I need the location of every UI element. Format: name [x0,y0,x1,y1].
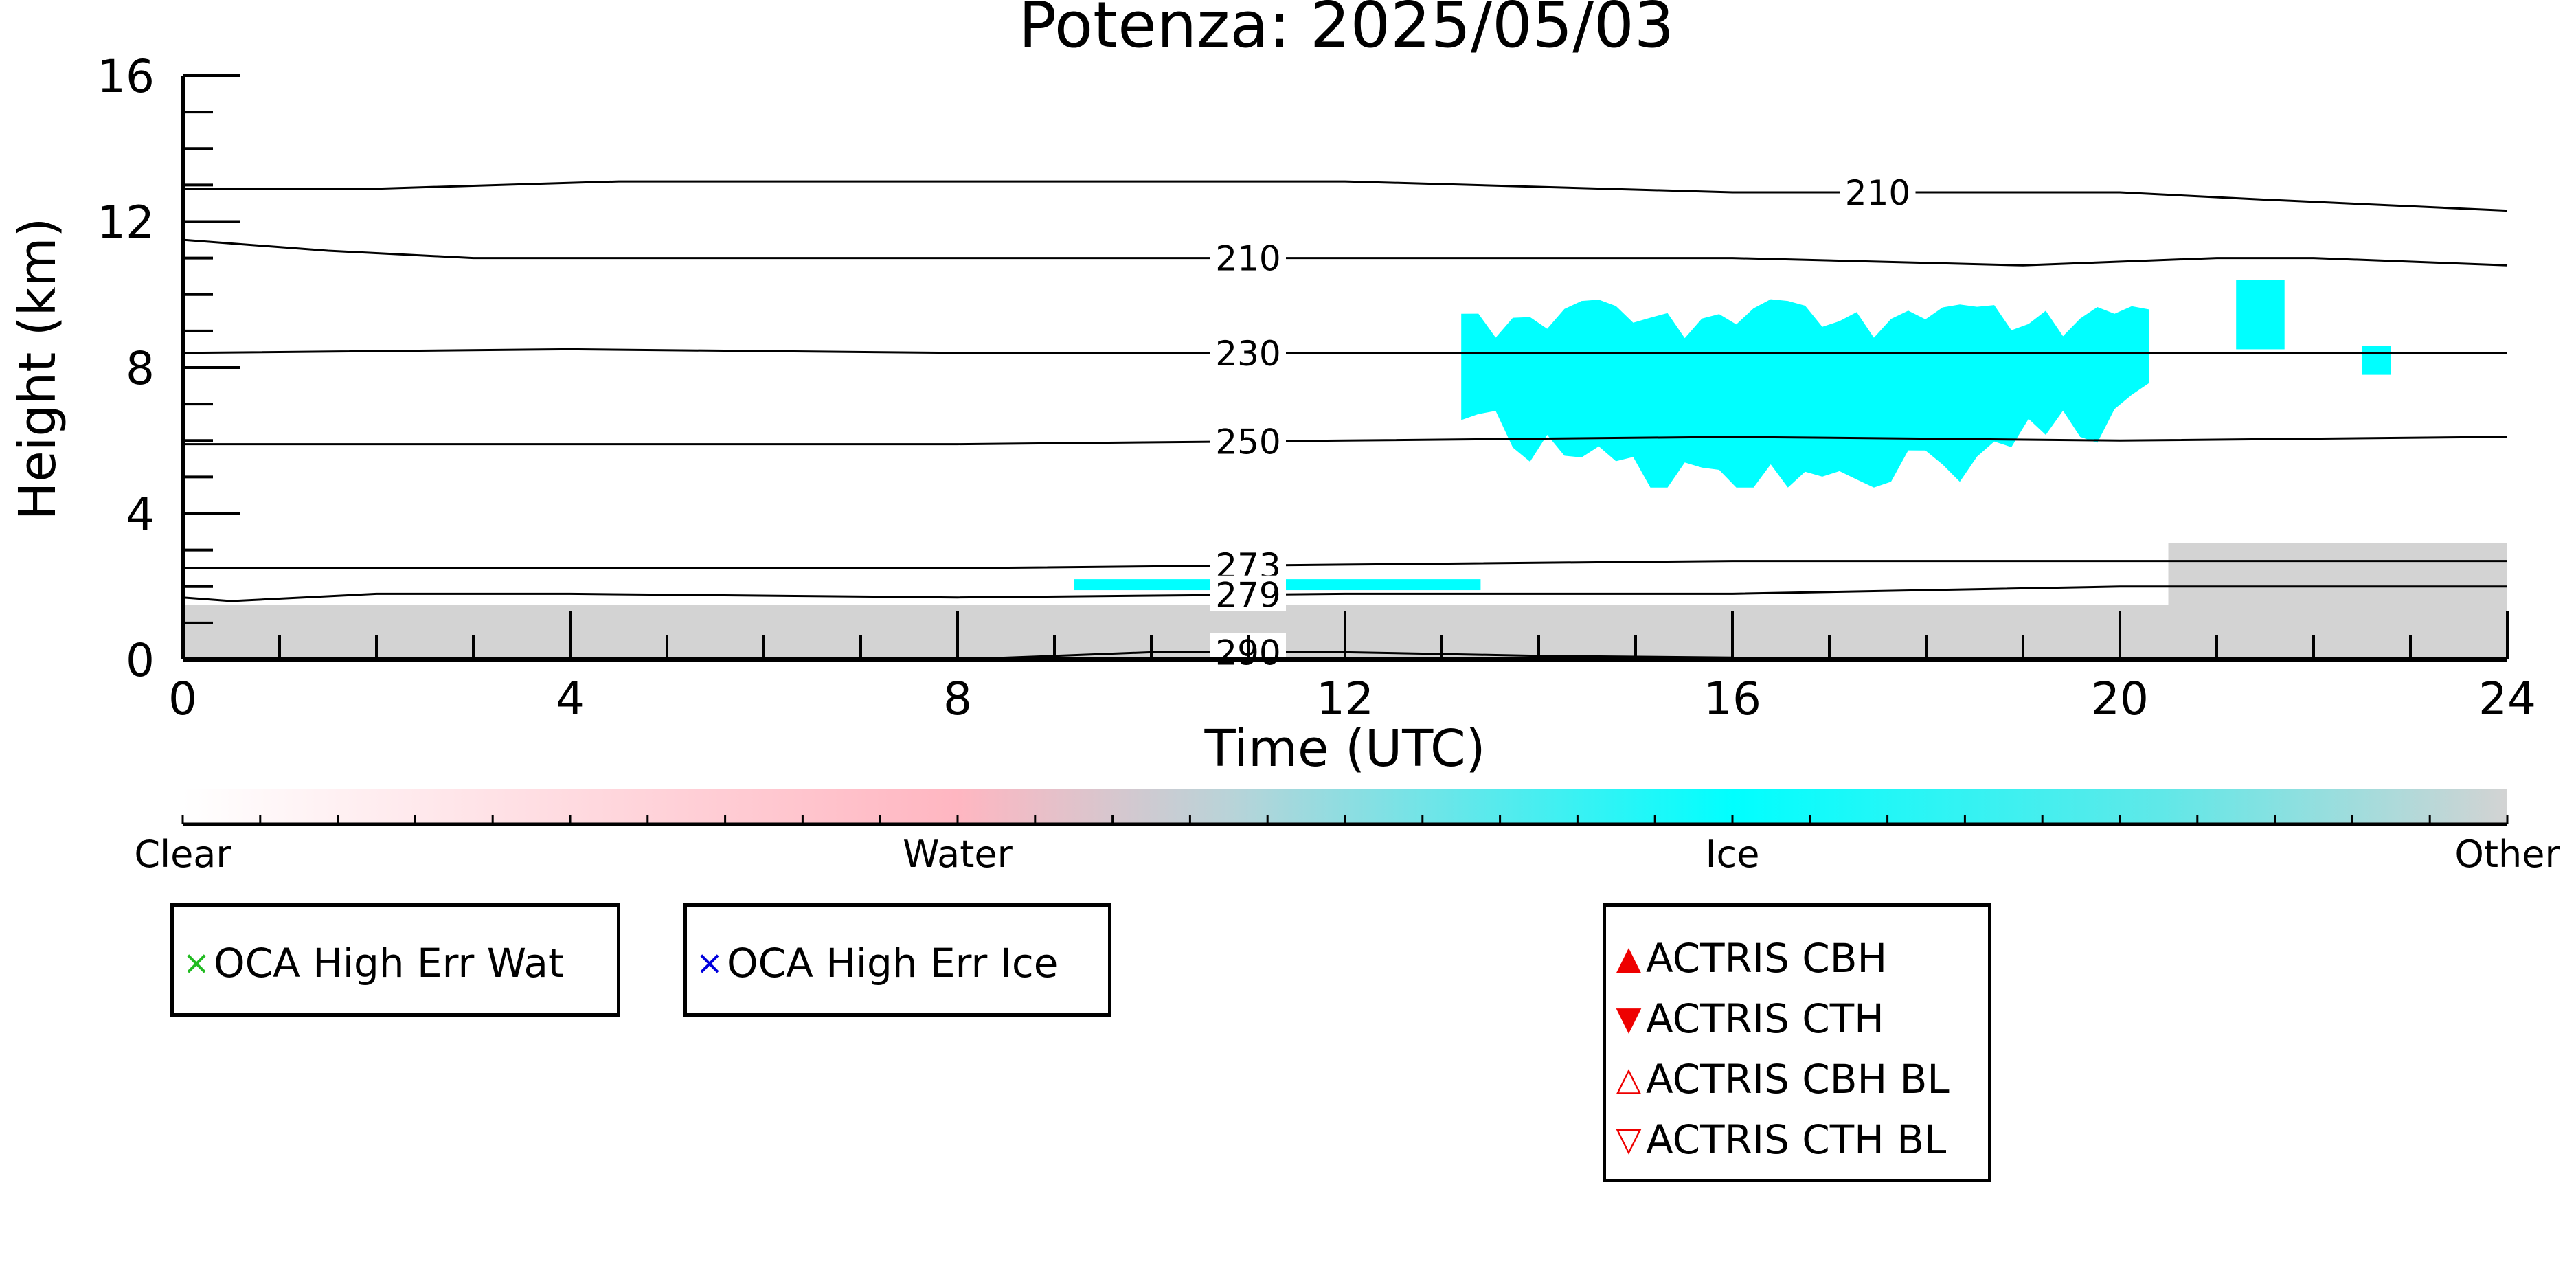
legend-oca-ice: × OCA High Err Ice [683,903,1111,1017]
colorbar-label-ice: Ice [1706,833,1760,876]
y-tick-label: 8 [126,342,155,395]
region-ice-1 [2236,280,2285,350]
legend-label: ACTRIS CBH BL [1646,1056,1950,1103]
contour-label-bg [1210,238,1286,275]
x-tick-label: 20 [2091,673,2149,725]
legend-item-actris-cbh: ▲ ACTRIS CBH [1612,934,1888,982]
x-tick-label: 4 [556,673,585,725]
contour-line-279-5 [182,585,2507,602]
blue-cross-icon: × [695,944,724,982]
y-tick-label: 16 [97,50,155,103]
colorbar-label-water: Water [903,833,1013,876]
x-tick-label: 16 [1704,673,1761,725]
region-other-5 [2168,543,2507,605]
legend-item-oca-water: × OCA High Err Wat [179,939,564,987]
contour-label-bg [1840,173,1916,209]
contour-line-210-1 [182,238,2508,267]
contour-label-210: 210 [1215,239,1280,279]
legend-item-actris-cth: ▼ ACTRIS CTH [1612,995,1884,1043]
x-tick-label: 8 [943,673,972,725]
legend-label: ACTRIS CBH [1646,935,1888,982]
y-tick-label: 4 [126,488,155,541]
legend-label: ACTRIS CTH BL [1646,1116,1947,1163]
legend-item-actris-cth-bl: ▽ ACTRIS CTH BL [1612,1116,1947,1164]
x-axis-label: Time (UTC) [1204,719,1485,778]
contour-label-bg [1210,333,1286,370]
y-axis-label: Height (km) [8,218,67,521]
open-triangle-down-icon: ▽ [1616,1120,1642,1159]
colorbar-ticks: Clear Water Ice Other [134,815,2560,876]
region-ice-0 [1461,299,2149,488]
legend-item-actris-cbh-bl: △ ACTRIS CBH BL [1612,1055,1950,1103]
chart-title: Potenza: 2025/05/03 [1019,0,1675,62]
contour-label-279: 279 [1215,576,1280,615]
contour-line-250-3 [183,436,2508,446]
contour-label-210: 210 [1845,173,1910,213]
contour-label-bg [1210,422,1286,458]
legend-label: OCA High Err Wat [214,940,564,986]
filled-triangle-down-icon: ▼ [1616,999,1642,1038]
y-tick-label: 12 [97,196,155,249]
x-tick-label: 12 [1316,673,1374,725]
colorbar-label-other: Other [2454,833,2560,876]
x-axis-ticks: 0 4 8 12 16 20 24 [168,611,2536,725]
legend-label: OCA High Err Ice [727,940,1059,986]
colorbar-label-clear: Clear [134,833,231,876]
contour-label-230: 230 [1215,334,1280,374]
legend-oca-water: × OCA High Err Wat [170,903,620,1017]
region-ice-2 [2362,346,2391,375]
classification-regions [183,280,2507,659]
y-tick-label: 0 [126,634,155,687]
contour-line-273-4 [183,560,2507,569]
contour-line-210-0 [183,180,2508,212]
x-tick-label: 0 [168,673,197,725]
legend-item-oca-ice: × OCA High Err Ice [692,939,1059,987]
green-cross-icon: × [182,944,211,982]
contour-line-230-2 [182,348,2507,354]
x-tick-label: 24 [2478,673,2536,725]
legend-label: ACTRIS CTH [1646,995,1884,1042]
legend-actris: ▲ ACTRIS CBH ▼ ACTRIS CTH △ ACTRIS CBH B… [1603,903,1991,1182]
y-axis-ticks: 0 4 8 12 16 [97,50,240,687]
filled-triangle-up-icon: ▲ [1616,939,1642,978]
contour-label-250: 250 [1215,422,1280,462]
contour-label-bg [1210,575,1286,611]
open-triangle-up-icon: △ [1616,1060,1642,1098]
